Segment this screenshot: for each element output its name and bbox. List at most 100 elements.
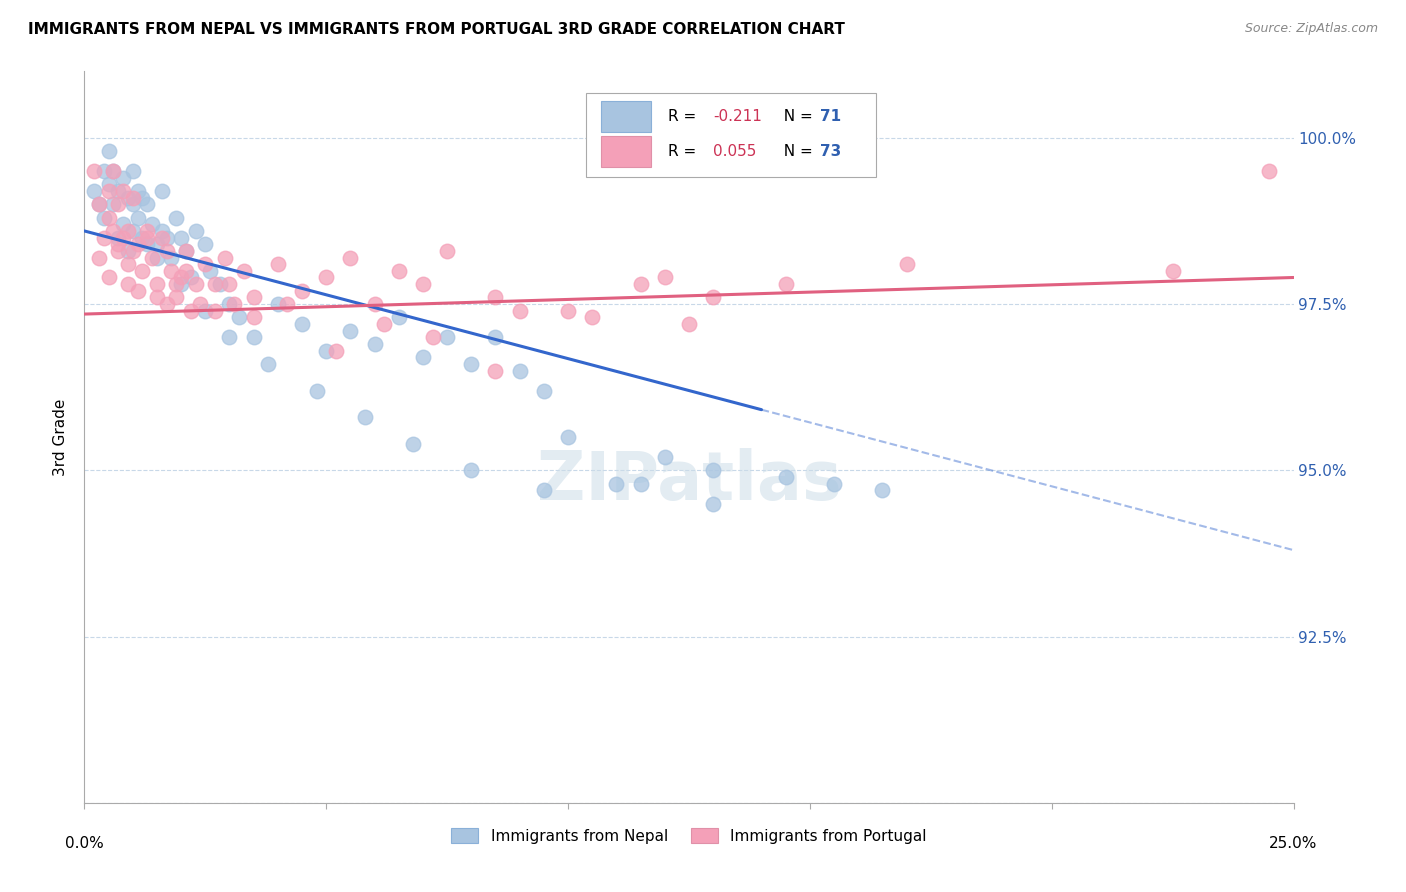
Point: [107, 230, 129, 244]
Point: [107, 197, 129, 211]
Point: [121, 224, 143, 238]
Point: [146, 251, 169, 265]
Point: [131, 230, 153, 244]
FancyBboxPatch shape: [586, 94, 876, 178]
Point: [103, 164, 125, 178]
Point: [170, 270, 193, 285]
Point: [484, 363, 506, 377]
Point: [557, 430, 579, 444]
Point: [218, 297, 240, 311]
Point: [204, 277, 226, 292]
Point: [509, 303, 531, 318]
Point: [1258, 164, 1281, 178]
Text: N =: N =: [773, 145, 817, 160]
Point: [654, 270, 676, 285]
Point: [228, 310, 250, 325]
Point: [291, 284, 314, 298]
Text: -0.211: -0.211: [713, 109, 762, 124]
Text: R =: R =: [668, 109, 702, 124]
Point: [136, 224, 159, 238]
Point: [155, 230, 177, 244]
Point: [702, 463, 724, 477]
Point: [412, 277, 434, 292]
Point: [83, 184, 105, 198]
Point: [93, 164, 115, 178]
Point: [605, 476, 627, 491]
Legend: Immigrants from Nepal, Immigrants from Portugal: Immigrants from Nepal, Immigrants from P…: [444, 822, 934, 850]
Point: [107, 244, 129, 258]
Point: [363, 337, 385, 351]
Point: [117, 257, 139, 271]
Point: [141, 217, 163, 231]
Point: [276, 297, 298, 311]
Text: ZIPatlas: ZIPatlas: [537, 448, 841, 514]
Point: [775, 277, 797, 292]
Point: [97, 178, 120, 192]
Point: [121, 244, 143, 258]
Point: [127, 237, 149, 252]
Point: [654, 450, 676, 464]
Point: [896, 257, 918, 271]
Y-axis label: 3rd Grade: 3rd Grade: [53, 399, 69, 475]
Point: [103, 224, 125, 238]
Point: [136, 197, 159, 211]
Point: [97, 211, 120, 225]
Point: [702, 290, 724, 304]
Point: [136, 237, 159, 252]
Point: [388, 264, 411, 278]
Point: [630, 277, 652, 292]
Text: 73: 73: [820, 145, 841, 160]
Point: [198, 264, 221, 278]
Point: [460, 357, 482, 371]
Point: [170, 230, 193, 244]
Point: [136, 230, 159, 244]
Point: [872, 483, 894, 498]
Point: [267, 297, 290, 311]
Point: [214, 251, 236, 265]
Point: [484, 330, 506, 344]
Point: [121, 197, 143, 211]
Point: [155, 297, 177, 311]
Point: [146, 277, 169, 292]
Text: IMMIGRANTS FROM NEPAL VS IMMIGRANTS FROM PORTUGAL 3RD GRADE CORRELATION CHART: IMMIGRANTS FROM NEPAL VS IMMIGRANTS FROM…: [28, 22, 845, 37]
Point: [291, 317, 314, 331]
Text: 71: 71: [820, 109, 841, 124]
Point: [208, 277, 231, 292]
Point: [170, 277, 193, 292]
Point: [218, 330, 240, 344]
Point: [121, 191, 143, 205]
Point: [218, 277, 240, 292]
Point: [267, 257, 290, 271]
Point: [112, 184, 135, 198]
Point: [363, 297, 385, 311]
Text: N =: N =: [773, 109, 817, 124]
Point: [141, 251, 163, 265]
Text: 25.0%: 25.0%: [1270, 836, 1317, 851]
Point: [146, 237, 169, 252]
Point: [242, 330, 264, 344]
Point: [165, 277, 187, 292]
Point: [373, 317, 395, 331]
Point: [103, 164, 125, 178]
Point: [174, 244, 197, 258]
Point: [339, 251, 361, 265]
Point: [97, 184, 120, 198]
Point: [112, 217, 135, 231]
Point: [160, 251, 183, 265]
Point: [630, 476, 652, 491]
FancyBboxPatch shape: [600, 136, 651, 167]
Point: [402, 436, 425, 450]
Point: [117, 277, 139, 292]
Point: [305, 384, 328, 398]
Point: [146, 290, 169, 304]
Point: [180, 270, 202, 285]
Point: [87, 251, 110, 265]
Point: [150, 224, 173, 238]
Point: [581, 310, 603, 325]
Point: [1161, 264, 1184, 278]
Point: [117, 191, 139, 205]
Point: [117, 244, 139, 258]
Point: [150, 184, 173, 198]
Point: [127, 284, 149, 298]
Point: [194, 237, 217, 252]
